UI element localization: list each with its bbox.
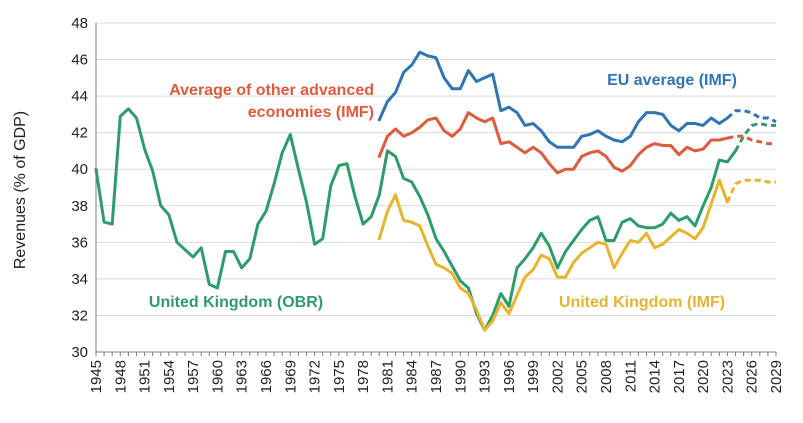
x-tick-label: 2020 (695, 360, 712, 393)
y-tick-label: 32 (71, 307, 88, 324)
series-line-average-of-other-advanced-economies-imf (377, 111, 729, 175)
x-tick-label: 1984 (404, 360, 421, 393)
y-tick-label: 46 (71, 52, 88, 69)
axes (95, 23, 777, 356)
x-tick-label: 1990 (452, 360, 469, 393)
x-tick-label: 1972 (307, 360, 324, 393)
gridlines (96, 22, 776, 316)
x-tick-label: 2014 (647, 360, 664, 393)
series-line-eu-average-imf (377, 50, 729, 149)
series-line-united-kingdom-obr-forecast (734, 122, 776, 152)
series-lines (94, 50, 777, 332)
x-tick-label: 2026 (744, 360, 761, 393)
y-axis-tick-labels: 30 32 34 36 38 40 42 44 46 48 (71, 15, 88, 361)
x-tick-label: 1951 (137, 360, 154, 393)
x-tick-label: 1957 (185, 360, 202, 393)
x-tick-label: 1978 (355, 360, 372, 393)
y-tick-label: 38 (71, 198, 88, 215)
x-tick-label: 2023 (719, 360, 736, 393)
series-label: economies (IMF) (248, 104, 374, 121)
y-tick-label: 40 (71, 161, 88, 178)
x-tick-label: 1963 (234, 360, 251, 393)
y-tick-label: 30 (71, 344, 88, 361)
series-line-united-kingdom-imf-forecast (726, 178, 776, 203)
x-axis-tick-labels: 1945 1948 1951 1954 1957 1960 1963 1966 1969 1972… (88, 360, 785, 393)
x-tick-label: 1975 (331, 360, 348, 393)
x-tick-label: 1945 (88, 360, 105, 393)
series-label: United Kingdom (OBR) (149, 294, 323, 311)
x-tick-label: 1960 (209, 360, 226, 393)
x-tick-label: 1966 (258, 360, 275, 393)
series-line-united-kingdom-imf (377, 178, 729, 332)
x-tick-label: 1987 (428, 360, 445, 393)
x-tick-label: 2029 (768, 360, 785, 393)
series-line-united-kingdom-obr (94, 107, 737, 332)
y-axis-label: Revenues (% of GDP) (12, 111, 29, 269)
y-tick-label: 48 (71, 15, 88, 32)
y-tick-label: 36 (71, 234, 88, 251)
x-tick-label: 2008 (598, 360, 615, 393)
series-label: EU average (IMF) (607, 72, 737, 89)
y-tick-label: 34 (71, 271, 88, 288)
y-tick-label: 44 (71, 88, 88, 105)
series-label: United Kingdom (IMF) (559, 294, 725, 311)
x-tick-label: 2017 (671, 360, 688, 393)
x-tick-label: 1954 (161, 360, 178, 393)
x-tick-label: 1993 (477, 360, 494, 393)
x-tick-label: 2005 (574, 360, 591, 393)
series-line-average-of-other-advanced-economies-imf-forecast (727, 134, 776, 146)
series-label: Average of other advanced (169, 82, 374, 99)
series-line-eu-average-imf-forecast (726, 109, 777, 124)
x-tick-label: 2002 (549, 360, 566, 393)
x-tick-label: 1948 (112, 360, 129, 393)
x-tick-label: 1999 (525, 360, 542, 393)
x-tick-label: 1996 (501, 360, 518, 393)
x-tick-label: 1981 (379, 360, 396, 393)
x-tick-label: 1969 (282, 360, 299, 393)
x-tick-label: 2011 (622, 360, 639, 392)
series-labels: United Kingdom (OBR) United Kingdom (IMF)… (149, 72, 737, 311)
y-tick-label: 42 (71, 125, 88, 142)
